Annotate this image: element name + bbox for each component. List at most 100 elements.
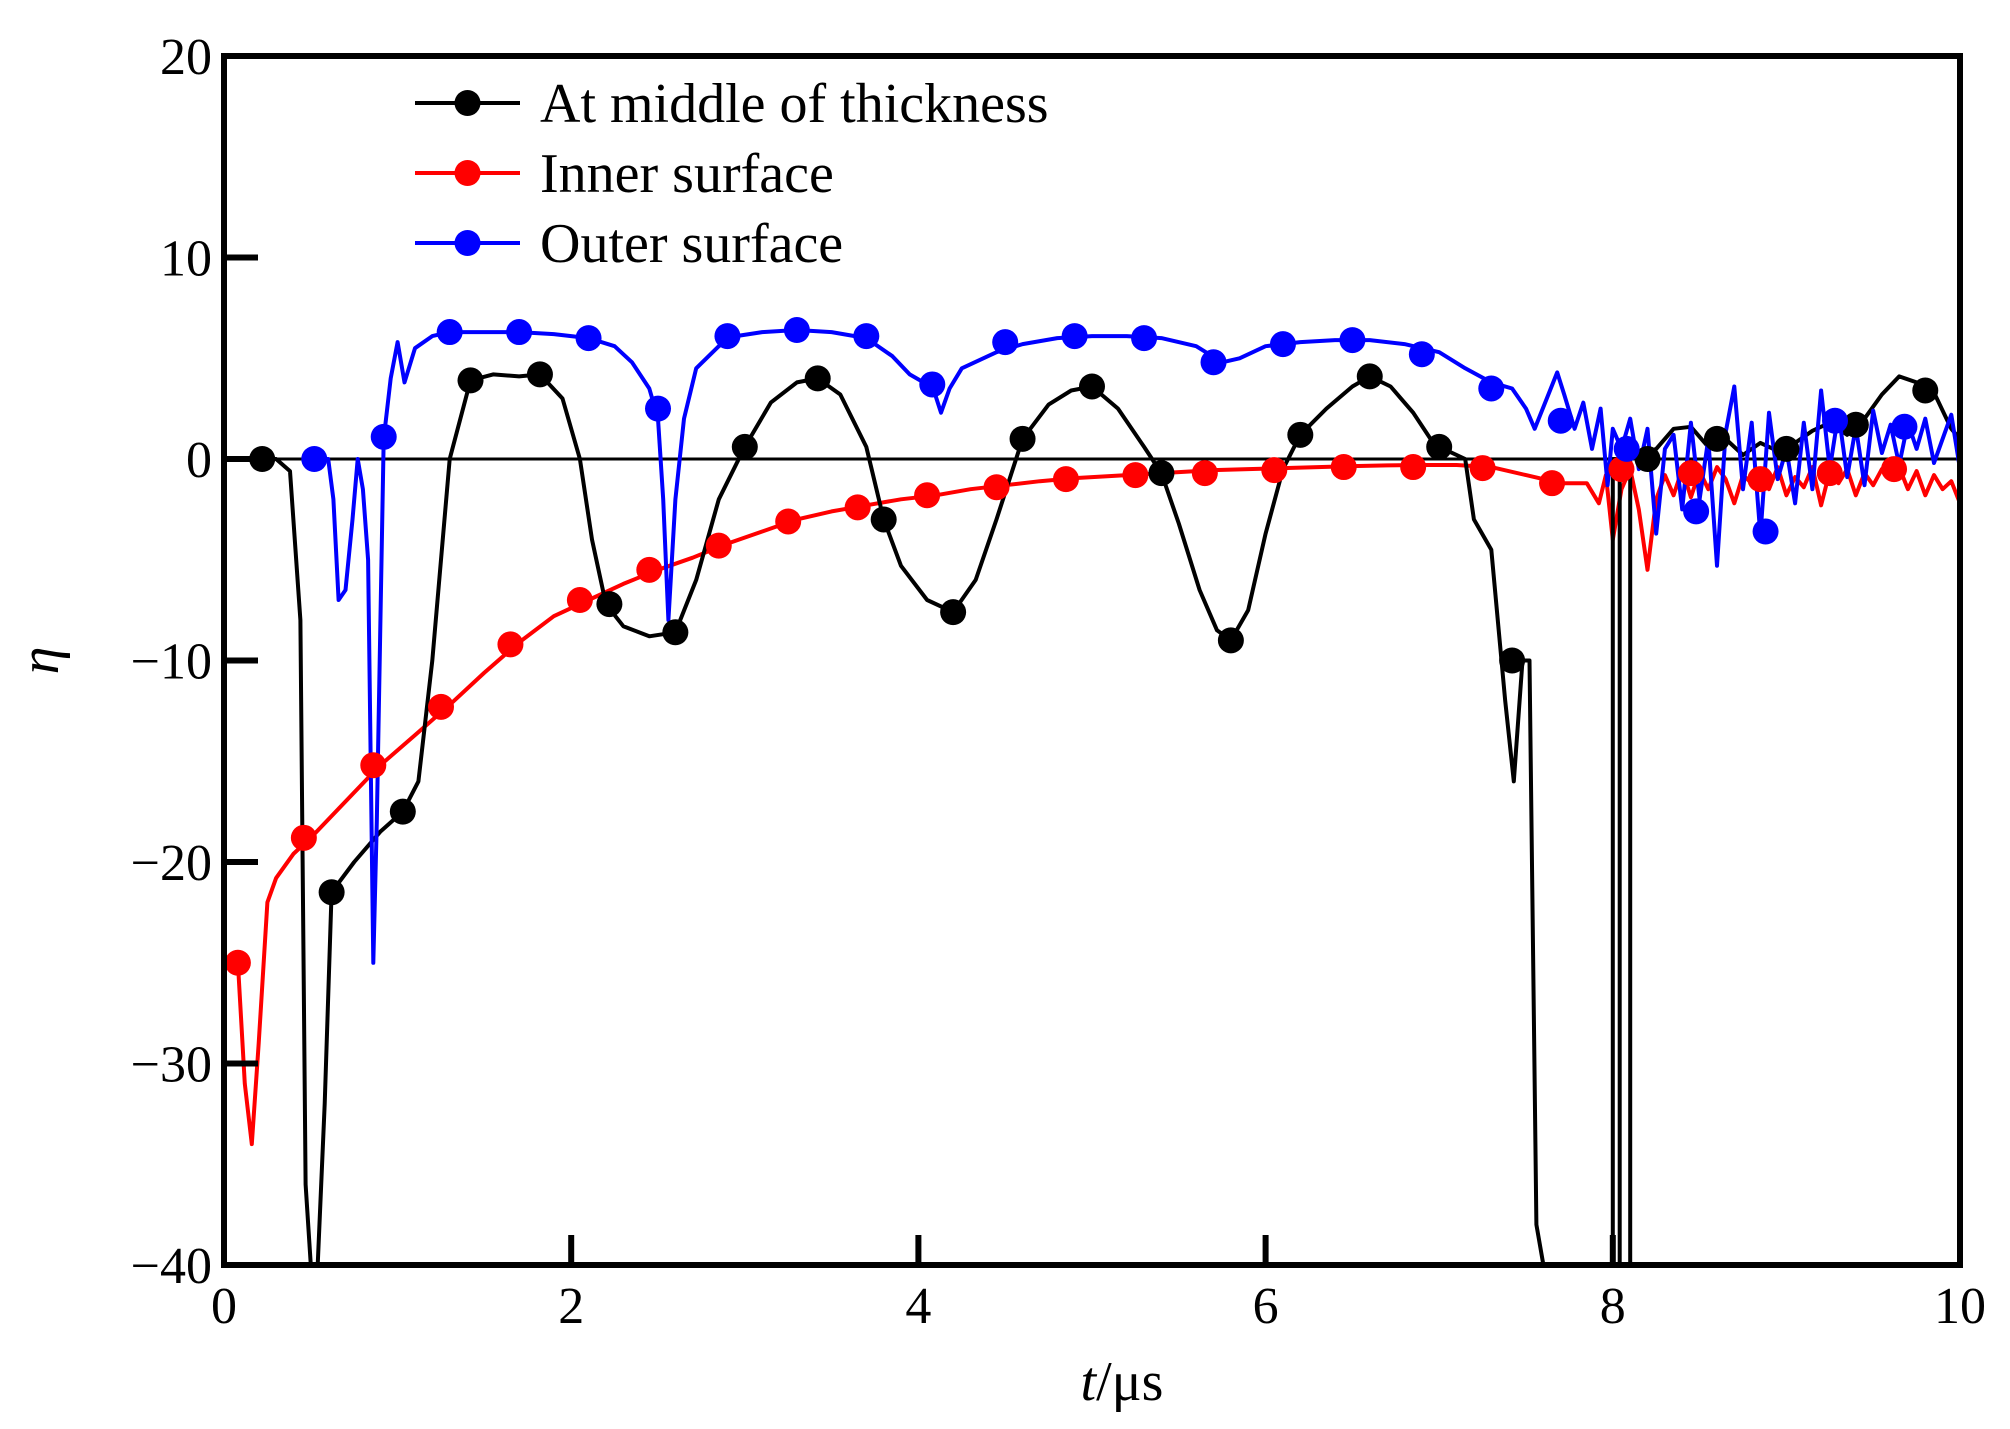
series-0-point-14 [1217, 627, 1244, 654]
series-0-point-13 [1148, 460, 1175, 487]
series-0-point-10 [940, 599, 967, 626]
x-tick-label-2: 4 [905, 1278, 931, 1335]
x-axis-label-var: t [1081, 1351, 1098, 1413]
x-tick-label-0: 0 [211, 1278, 237, 1335]
series-1-point-2 [360, 752, 387, 779]
series-1-point-4 [497, 631, 524, 658]
series-2-point-7 [783, 317, 810, 344]
series-0-point-1 [318, 879, 345, 906]
y-tick-label-6: −40 [131, 1238, 212, 1295]
series-2-point-9 [919, 371, 946, 398]
series-2-point-21 [1752, 518, 1779, 545]
series-1-point-10 [914, 482, 941, 509]
series-0-point-3 [457, 367, 484, 394]
series-1-point-9 [844, 494, 871, 521]
series-1-point-8 [775, 508, 802, 535]
series-2-point-3 [506, 319, 533, 346]
x-tick-label-4: 8 [1600, 1278, 1626, 1335]
series-1-point-18 [1469, 455, 1496, 482]
series-0-point-16 [1356, 363, 1383, 390]
series-1-point-0 [224, 949, 251, 976]
series-0-point-5 [596, 591, 623, 618]
series-2-point-1 [370, 423, 397, 450]
series-2-point-20 [1683, 498, 1710, 525]
series-0-point-6 [662, 619, 689, 646]
x-tick-label-5: 10 [1934, 1278, 1986, 1335]
series-0-point-19 [1634, 446, 1661, 472]
series-2-point-16 [1408, 341, 1435, 368]
series-1-point-23 [1816, 460, 1843, 487]
series-2-point-5 [645, 395, 671, 422]
series-1-point-15 [1261, 457, 1288, 484]
series-0-point-2 [389, 798, 416, 825]
series-1-point-1 [290, 824, 317, 851]
series-1-point-13 [1122, 462, 1149, 489]
series-0-point-9 [870, 506, 897, 533]
y-tick-label-2: 0 [186, 432, 212, 489]
series-0-point-17 [1426, 433, 1453, 460]
series-1-point-3 [428, 693, 454, 720]
series-line-1 [235, 463, 1960, 1147]
series-2-point-8 [853, 323, 880, 350]
plot-layer [224, 317, 1960, 1265]
series-0-point-7 [731, 433, 758, 460]
series-line-2 [310, 328, 1960, 965]
y-tick-label-4: −20 [131, 835, 212, 892]
series-1-point-7 [705, 532, 732, 559]
series-2-point-4 [575, 325, 602, 352]
series-2-point-18 [1547, 407, 1574, 434]
plot-frame [221, 53, 1963, 1268]
series-2-point-15 [1339, 327, 1366, 354]
legend-label-2: Outer surface [540, 213, 843, 275]
series-2-point-14 [1269, 331, 1296, 358]
series-2-point-10 [992, 329, 1019, 356]
series-0-point-18 [1499, 647, 1526, 674]
series-0-point-8 [804, 365, 831, 392]
series-1-point-17 [1400, 454, 1427, 481]
series-2-point-17 [1478, 375, 1505, 402]
series-2-point-12 [1131, 325, 1158, 352]
series-1-point-24 [1881, 456, 1908, 483]
y-tick-label-0: 20 [160, 29, 212, 86]
series-2-point-11 [1061, 323, 1088, 350]
series-0-point-0 [249, 446, 276, 472]
series-2-point-22 [1822, 407, 1849, 434]
y-tick-label-1: 10 [160, 231, 212, 288]
series-2-point-2 [436, 319, 463, 346]
x-tick-label-3: 6 [1253, 1278, 1279, 1335]
series-0-point-11 [1009, 425, 1036, 452]
series-0-point-23 [1912, 377, 1939, 404]
legend: At middle of thickness Inner surface Outer… [415, 73, 1049, 275]
series-1-point-19 [1539, 470, 1566, 497]
series-2-point-6 [714, 323, 741, 350]
legend-marker-0 [454, 90, 481, 116]
series-0-point-21 [1773, 435, 1800, 462]
series-0-point-22 [1842, 411, 1869, 438]
series-1-point-6 [636, 556, 663, 583]
series-1-point-22 [1747, 466, 1774, 493]
series-2-point-0 [301, 446, 328, 472]
legend-marker-1 [454, 160, 481, 186]
series-1-point-12 [1052, 466, 1079, 493]
legend-label-0: At middle of thickness [540, 73, 1049, 135]
series-1-point-16 [1330, 454, 1357, 481]
series-0-point-15 [1287, 421, 1314, 448]
axes-layer: 0 2 4 6 8 10 20 10 0 −10 −20 −30 −40 t/μs η [9, 29, 1986, 1413]
series-1-point-14 [1191, 460, 1218, 487]
x-axis-label-unit: /μs [1096, 1351, 1163, 1413]
x-tick-label-1: 2 [558, 1278, 584, 1335]
series-1-point-5 [566, 587, 593, 614]
series-2-point-23 [1891, 413, 1918, 440]
series-1-point-11 [983, 474, 1010, 501]
plot-area [224, 317, 1960, 1265]
legend-label-1: Inner surface [540, 143, 834, 205]
series-0-point-4 [526, 361, 553, 388]
series-0-point-20 [1703, 425, 1730, 452]
y-tick-label-5: −30 [131, 1037, 212, 1094]
series-2-point-19 [1613, 435, 1640, 462]
y-tick-label-3: −10 [131, 634, 212, 691]
x-axis-label: t/μs [1081, 1351, 1164, 1413]
y-axis-label: η [9, 647, 71, 675]
legend-marker-2 [454, 230, 481, 256]
